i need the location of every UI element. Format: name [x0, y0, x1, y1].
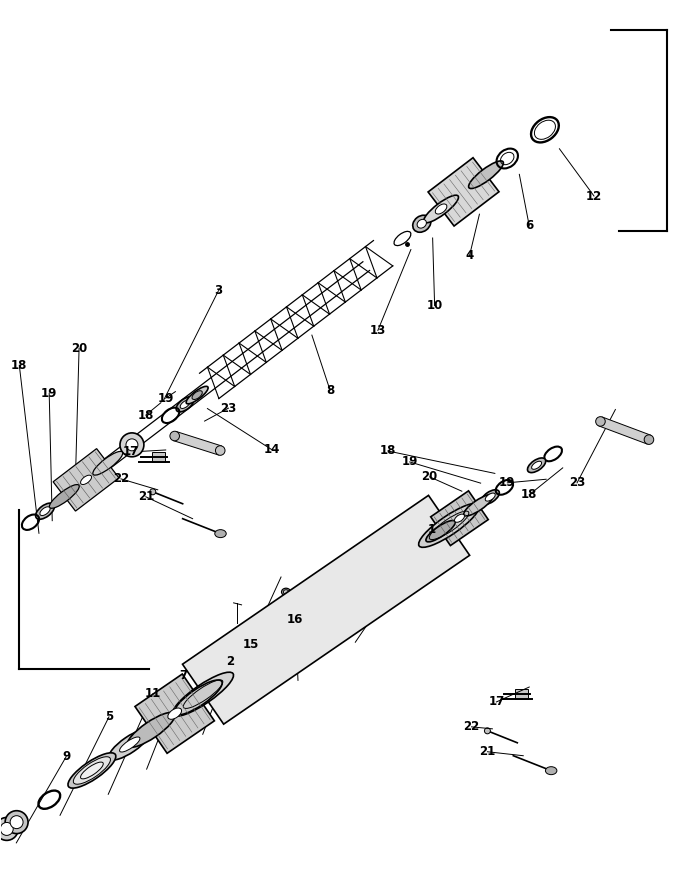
Ellipse shape [74, 757, 111, 784]
Text: 11: 11 [145, 688, 161, 701]
Ellipse shape [172, 673, 234, 716]
Ellipse shape [10, 816, 23, 828]
Text: 15: 15 [243, 638, 258, 650]
Polygon shape [53, 449, 119, 511]
Ellipse shape [126, 439, 138, 450]
Text: 12: 12 [586, 189, 602, 203]
Text: 22: 22 [113, 473, 129, 485]
Text: 2: 2 [227, 655, 234, 667]
Ellipse shape [109, 729, 150, 760]
Bar [152, 452, 165, 462]
Ellipse shape [93, 451, 123, 475]
Ellipse shape [413, 215, 431, 232]
Text: 19: 19 [41, 387, 58, 400]
Text: 19: 19 [157, 392, 174, 404]
Ellipse shape [186, 387, 208, 404]
Ellipse shape [80, 762, 103, 779]
Ellipse shape [215, 529, 226, 537]
Text: 23: 23 [221, 402, 236, 415]
Ellipse shape [80, 475, 91, 484]
Text: 18: 18 [137, 409, 154, 421]
Ellipse shape [0, 822, 13, 835]
Ellipse shape [36, 503, 54, 519]
Ellipse shape [426, 520, 455, 542]
Ellipse shape [464, 495, 493, 516]
Text: 20: 20 [422, 470, 438, 483]
Text: 14: 14 [264, 443, 280, 457]
Bar [515, 689, 528, 699]
Ellipse shape [168, 708, 181, 720]
Text: 17: 17 [488, 696, 504, 709]
Ellipse shape [174, 680, 222, 715]
Ellipse shape [644, 435, 654, 444]
Ellipse shape [192, 390, 202, 399]
Ellipse shape [68, 753, 116, 789]
Ellipse shape [455, 514, 464, 522]
Ellipse shape [180, 400, 190, 409]
Ellipse shape [469, 161, 504, 189]
Ellipse shape [216, 446, 225, 455]
Text: 19: 19 [401, 456, 418, 468]
Text: 23: 23 [569, 476, 585, 489]
Ellipse shape [120, 433, 144, 457]
Ellipse shape [0, 818, 18, 841]
Text: 16: 16 [287, 612, 304, 626]
Ellipse shape [5, 811, 28, 834]
Ellipse shape [481, 489, 499, 504]
Text: 4: 4 [465, 250, 473, 262]
Ellipse shape [424, 196, 458, 223]
Text: 3: 3 [214, 284, 223, 297]
Ellipse shape [545, 766, 557, 774]
Text: 1: 1 [427, 523, 436, 536]
Text: 18: 18 [380, 444, 396, 458]
Polygon shape [431, 491, 488, 545]
Text: 19: 19 [499, 476, 515, 489]
Ellipse shape [484, 727, 491, 734]
Ellipse shape [176, 396, 194, 412]
Text: 13: 13 [370, 324, 386, 337]
Ellipse shape [418, 504, 480, 547]
Text: 5: 5 [105, 711, 113, 723]
Text: 9: 9 [62, 750, 70, 763]
Ellipse shape [150, 489, 156, 495]
Text: 21: 21 [137, 490, 154, 504]
Text: 21: 21 [480, 745, 495, 758]
Text: 8: 8 [326, 384, 334, 396]
Text: 7: 7 [179, 668, 188, 681]
Text: 22: 22 [463, 720, 480, 734]
Ellipse shape [170, 431, 179, 441]
Text: 20: 20 [71, 342, 87, 355]
Ellipse shape [436, 204, 447, 214]
Polygon shape [183, 496, 470, 724]
Text: 18: 18 [521, 489, 537, 501]
Polygon shape [135, 674, 214, 753]
Polygon shape [428, 158, 499, 226]
Text: 10: 10 [427, 299, 442, 312]
Ellipse shape [40, 507, 50, 516]
Ellipse shape [532, 461, 541, 469]
Text: 17: 17 [123, 445, 139, 458]
Ellipse shape [127, 712, 175, 747]
Ellipse shape [417, 219, 427, 228]
Polygon shape [173, 432, 222, 455]
Ellipse shape [49, 485, 79, 508]
Ellipse shape [485, 493, 495, 501]
Text: 6: 6 [525, 219, 533, 233]
Ellipse shape [596, 417, 605, 427]
Text: 18: 18 [11, 358, 27, 372]
Polygon shape [599, 417, 651, 444]
Ellipse shape [528, 458, 545, 473]
Ellipse shape [282, 589, 291, 596]
Ellipse shape [120, 737, 140, 752]
